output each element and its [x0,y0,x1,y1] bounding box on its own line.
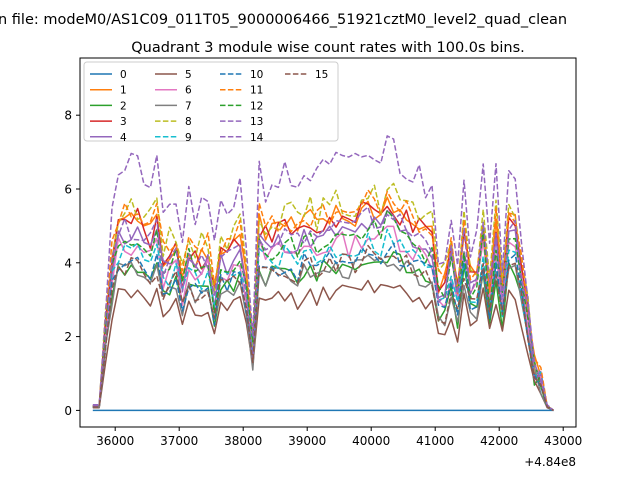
legend-label: 6 [185,85,192,97]
series-line-8 [92,182,555,412]
legend-label: 8 [185,116,192,128]
series-line-10 [92,242,554,412]
x-tick-label: 41000 [416,434,454,448]
plot-frame [79,57,577,428]
legend-label: 1 [120,85,127,97]
series-line-5 [92,279,554,412]
y-tick-label: 4 [64,256,72,270]
series-line-14 [92,135,555,411]
x-tick-label: 37000 [160,434,198,448]
x-tick-label: 42000 [480,434,518,448]
plot-lines [92,135,555,412]
series-line-6 [92,225,554,412]
y-tick-label: 2 [64,330,72,344]
x-tick-label: 43000 [544,434,582,448]
legend-label: 5 [185,69,192,81]
series-line-13 [92,206,555,412]
legend-label: 15 [315,69,328,81]
y-axis: 0 2 4 6 8 [64,109,80,418]
chart-suptitle: n file: modeM0/AS1C09_011T05_9000006466_… [0,12,567,28]
legend-label: 14 [250,132,264,144]
legend-label: 13 [250,116,263,128]
legend-label: 10 [250,69,263,81]
series-line-12 [92,209,554,412]
x-tick-label: 38000 [224,434,262,448]
x-axis: 36000 37000 38000 39000 40000 41000 42000 43000 [96,427,582,448]
x-tick-label: 40000 [352,434,390,448]
y-tick-label: 0 [64,404,72,418]
legend-label: 9 [185,132,192,144]
legend-label: 3 [120,116,127,128]
series-line-11 [92,189,555,412]
x-tick-label: 39000 [288,434,326,448]
legend-label: 2 [120,100,127,112]
legend-label: 0 [120,69,127,81]
legend-label: 12 [250,100,263,112]
y-tick-label: 8 [64,109,72,123]
series-line-15 [92,244,554,412]
legend-label: 11 [250,85,263,97]
series-line-7 [92,254,554,412]
x-axis-offset-label: +4.84e8 [524,455,576,469]
legend-label: 4 [120,132,127,144]
x-tick-label: 36000 [96,434,134,448]
legend-label: 7 [185,100,192,112]
y-tick-label: 6 [64,182,72,196]
chart-title: Quadrant 3 module wise count rates with … [131,40,525,56]
legend-box [83,61,339,142]
